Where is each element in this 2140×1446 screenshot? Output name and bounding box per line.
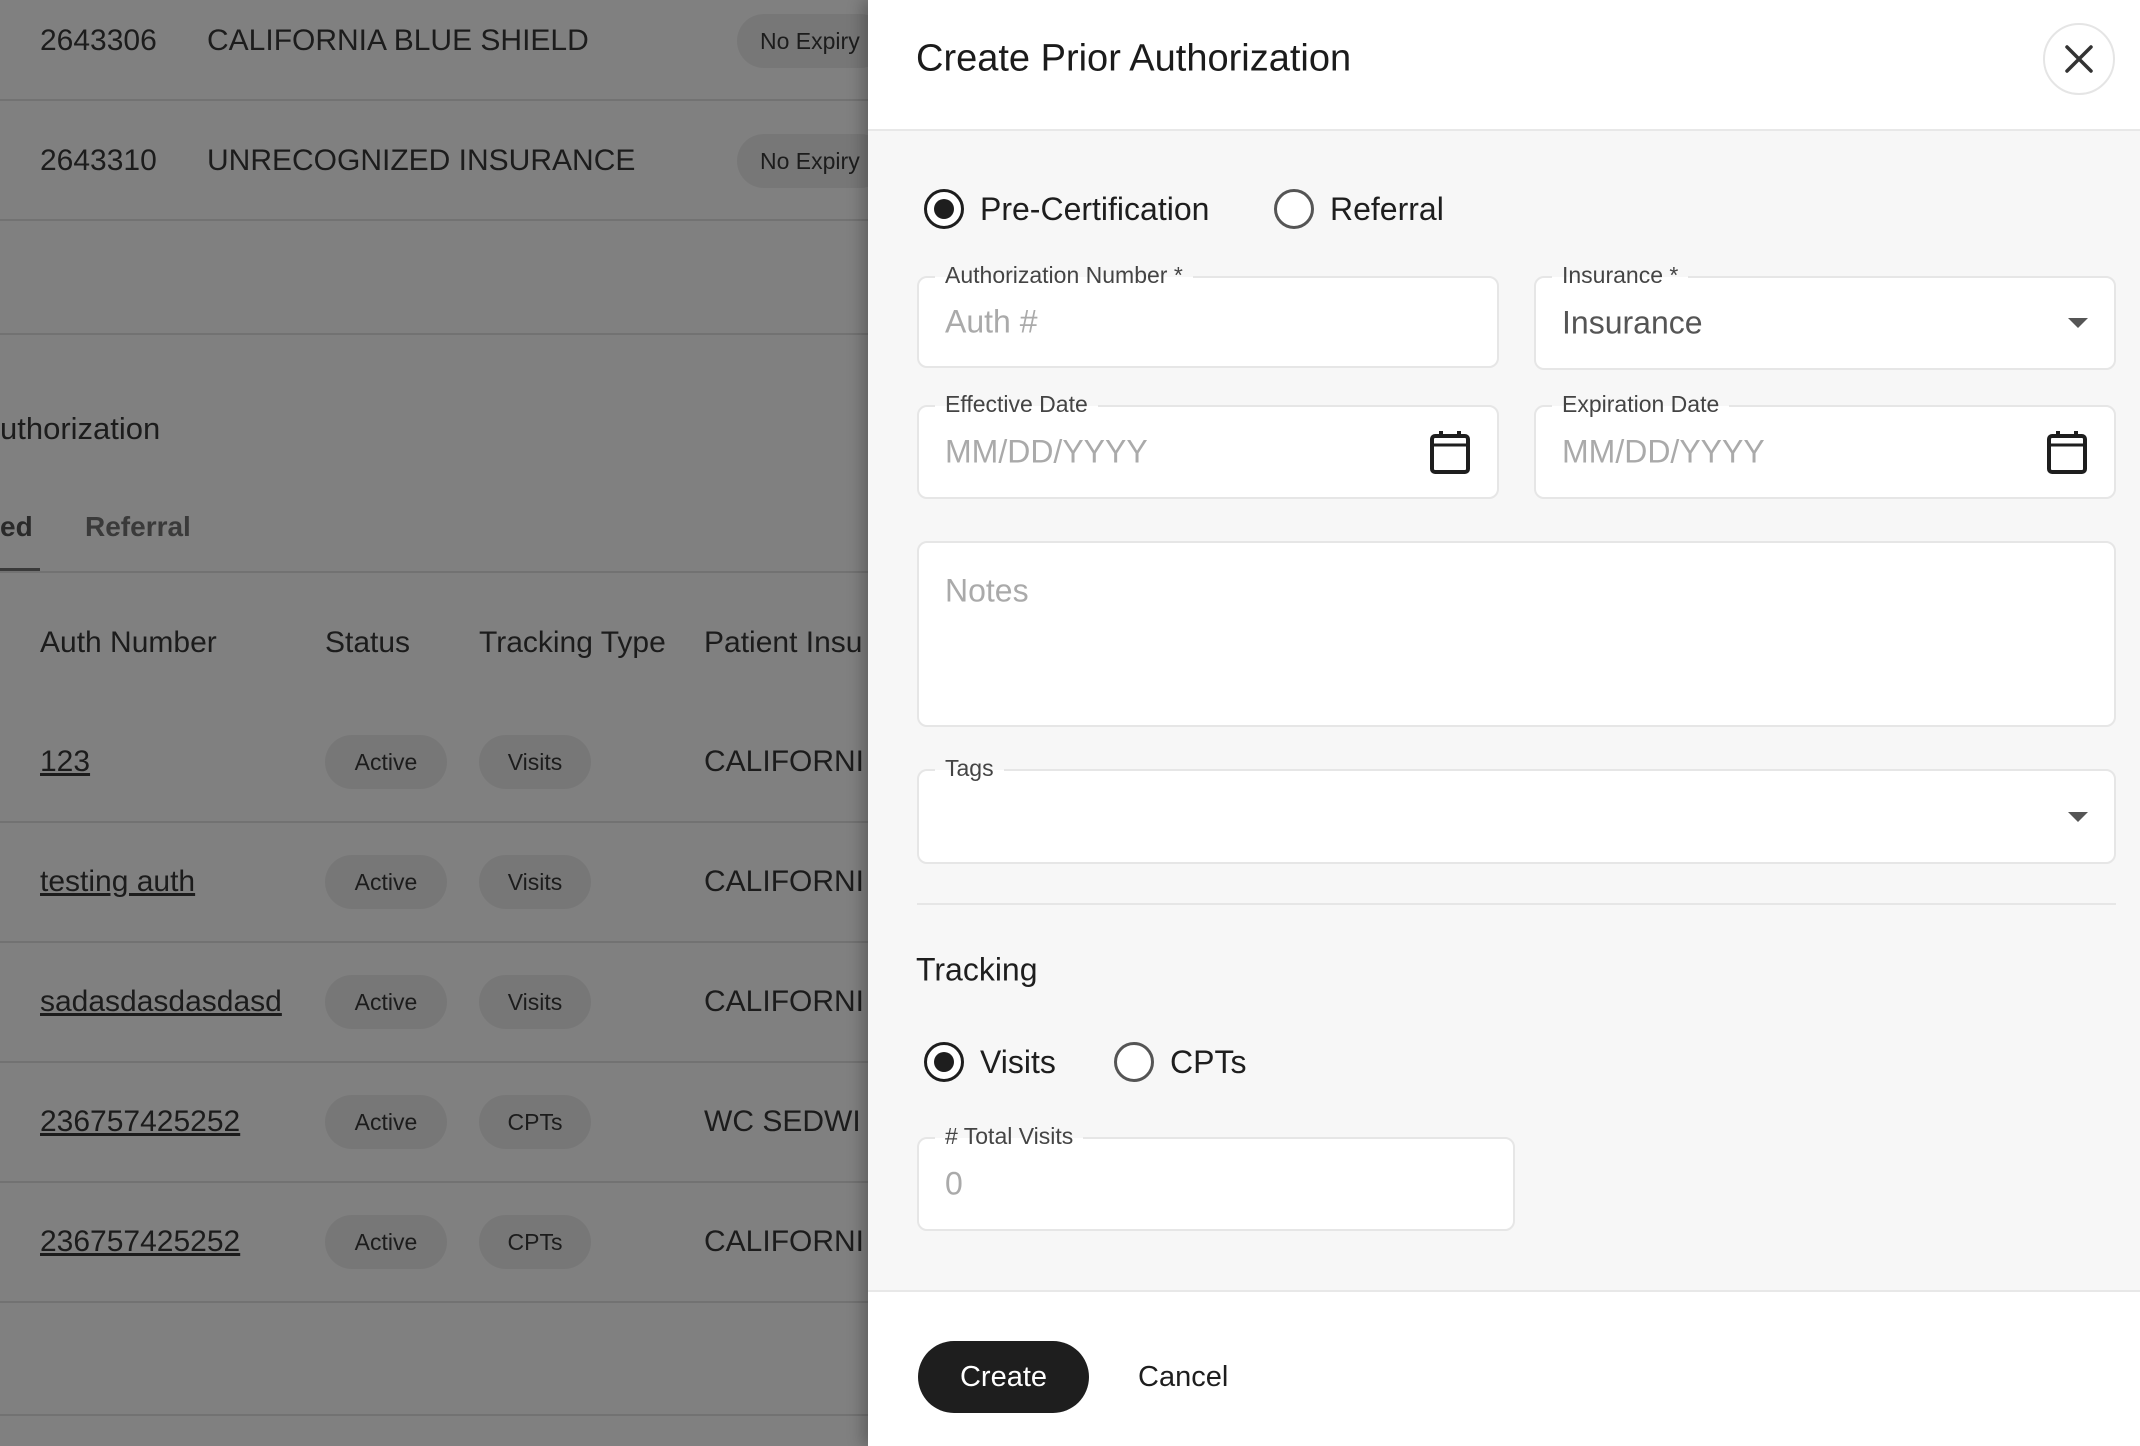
radio-referral[interactable]: Referral [1274, 189, 1444, 229]
divider [0, 99, 868, 101]
panel-footer: Create Cancel [868, 1290, 2140, 1446]
radio-label: Pre-Certification [980, 190, 1210, 227]
radio-label: Visits [980, 1043, 1056, 1080]
date-placeholder: MM/DD/YYYY [1562, 433, 1765, 470]
field-label: Tags [935, 755, 1004, 782]
close-x-icon [2065, 45, 2093, 73]
notes-textarea[interactable]: Notes [917, 541, 2116, 727]
patient-insurance: WC SEDWI [704, 1105, 861, 1138]
radio-unselected-icon [1114, 1042, 1154, 1082]
tracking-type-badge: Visits [479, 735, 591, 789]
radio-label: Referral [1330, 190, 1444, 227]
divider [0, 1414, 868, 1416]
chevron-down-icon [2068, 811, 2088, 822]
insurance-id: 2643306 [40, 24, 157, 57]
divider [0, 571, 868, 573]
radio-label: CPTs [1170, 1043, 1247, 1080]
tracking-type-badge: Visits [479, 975, 591, 1029]
row-divider [0, 1301, 868, 1303]
panel-title: Create Prior Authorization [916, 37, 1352, 80]
tab-indicator [0, 568, 40, 572]
status-badge: Active [325, 735, 447, 789]
insurance-name: CALIFORNIA BLUE SHIELD [207, 24, 589, 57]
date-placeholder: MM/DD/YYYY [945, 433, 1148, 470]
column-header-tracking-type[interactable]: Tracking Type [479, 626, 666, 659]
expiration-date-input[interactable]: Expiration Date MM/DD/YYYY [1534, 391, 2116, 499]
status-badge: Active [325, 1215, 447, 1269]
field-label: Authorization Number * [935, 262, 1193, 289]
authorization-number-input[interactable]: Authorization Number * Auth # [917, 262, 1499, 368]
radio-pre-certification[interactable]: Pre-Certification [924, 189, 1209, 229]
row-divider [0, 941, 868, 943]
radio-selected-icon [924, 189, 964, 229]
effective-date-input[interactable]: Effective Date MM/DD/YYYY [917, 391, 1499, 499]
row-divider [0, 1061, 868, 1063]
status-badge: Active [325, 855, 447, 909]
close-button[interactable] [2043, 23, 2115, 95]
status-badge: Active [325, 975, 447, 1029]
calendar-icon[interactable] [2046, 429, 2088, 475]
patient-insurance: CALIFORNI [704, 865, 865, 898]
insurance-select[interactable]: Insurance * Insurance [1534, 262, 2116, 370]
auth-number-link[interactable]: testing auth [40, 865, 196, 898]
auth-number-placeholder: Auth # [945, 303, 1038, 340]
auth-number-link[interactable]: 123 [40, 745, 91, 778]
patient-insurance: CALIFORNI [704, 745, 865, 778]
expiry-chip: No Expiry [737, 134, 887, 188]
insurance-id: 2643310 [40, 144, 157, 177]
field-label: Insurance * [1552, 262, 1689, 289]
row-divider [0, 821, 868, 823]
radio-unselected-icon [1274, 189, 1314, 229]
tab-active[interactable]: ed [0, 511, 33, 542]
tracking-type-badge: CPTs [479, 1215, 591, 1269]
tracking-heading: Tracking [916, 951, 1038, 988]
total-visits-input[interactable]: # Total Visits 0 [917, 1123, 1515, 1231]
radio-visits[interactable]: Visits [924, 1042, 1056, 1082]
notes-placeholder: Notes [945, 572, 1029, 609]
auth-number-link[interactable]: 236757425252 [40, 1105, 241, 1138]
row-divider [0, 1181, 868, 1183]
expiry-chip: No Expiry [737, 14, 887, 68]
divider [0, 333, 868, 335]
radio-cpts[interactable]: CPTs [1114, 1042, 1246, 1082]
tracking-type-badge: CPTs [479, 1095, 591, 1149]
total-visits-placeholder: 0 [945, 1165, 963, 1202]
background-page: 2643306 CALIFORNIA BLUE SHIELD No Expiry… [0, 0, 887, 1446]
insurance-name: UNRECOGNIZED INSURANCE [207, 144, 636, 177]
chevron-down-icon [2068, 318, 2088, 328]
calendar-icon[interactable] [1429, 429, 1471, 475]
create-button[interactable]: Create [918, 1341, 1089, 1413]
tracking-type-badge: Visits [479, 855, 591, 909]
column-header-auth-number[interactable]: Auth Number [40, 626, 217, 659]
divider [917, 903, 2116, 905]
field-label: Expiration Date [1552, 391, 1730, 418]
tab-referral[interactable]: Referral [85, 511, 191, 542]
field-label: Effective Date [935, 391, 1098, 418]
divider [0, 219, 868, 221]
field-label: # Total Visits [935, 1123, 1084, 1150]
auth-number-link[interactable]: sadasdasdasdasd [40, 985, 282, 1018]
create-prior-authorization-panel: Create Prior Authorization Pre-Certifica… [868, 0, 2140, 1446]
status-badge: Active [325, 1095, 447, 1149]
column-header-patient-insurance[interactable]: Patient Insu [704, 626, 863, 659]
auth-number-link[interactable]: 236757425252 [40, 1225, 241, 1258]
insurance-value: Insurance [1562, 304, 1703, 341]
column-header-status[interactable]: Status [325, 626, 411, 659]
panel-header: Create Prior Authorization [868, 0, 2140, 131]
tags-select[interactable]: Tags [917, 755, 2116, 864]
cancel-button[interactable]: Cancel [1138, 1360, 1229, 1393]
radio-selected-icon [924, 1042, 964, 1082]
patient-insurance: CALIFORNI [704, 1225, 865, 1258]
section-title: uthorization [0, 411, 161, 446]
patient-insurance: CALIFORNI [704, 985, 865, 1018]
